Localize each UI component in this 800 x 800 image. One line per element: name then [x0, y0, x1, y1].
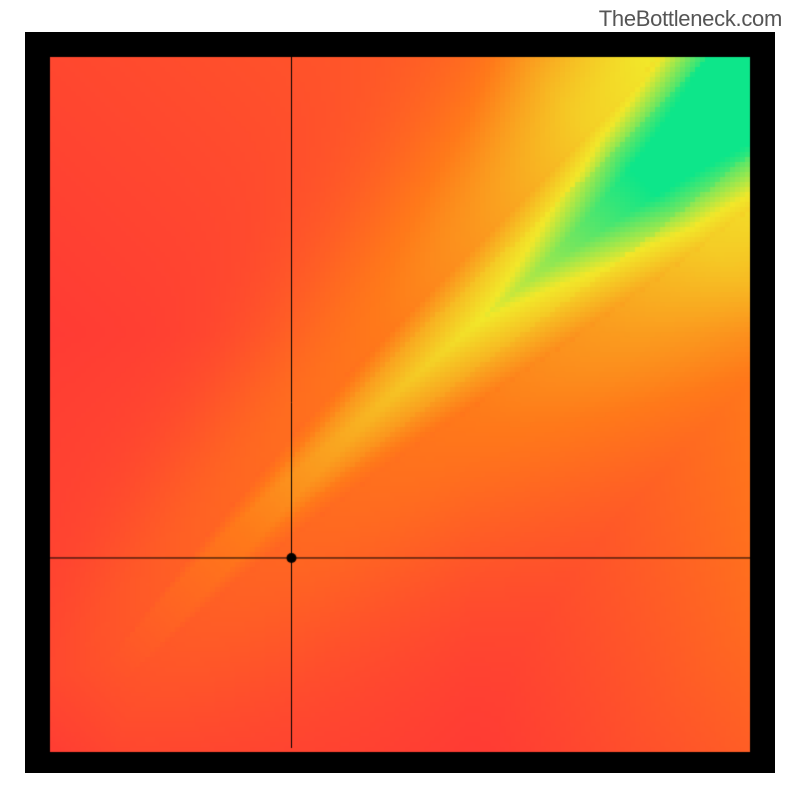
heatmap-frame	[25, 32, 775, 773]
watermark-text: TheBottleneck.com	[599, 6, 782, 32]
root-container: TheBottleneck.com	[0, 0, 800, 800]
heatmap-canvas	[25, 32, 775, 773]
